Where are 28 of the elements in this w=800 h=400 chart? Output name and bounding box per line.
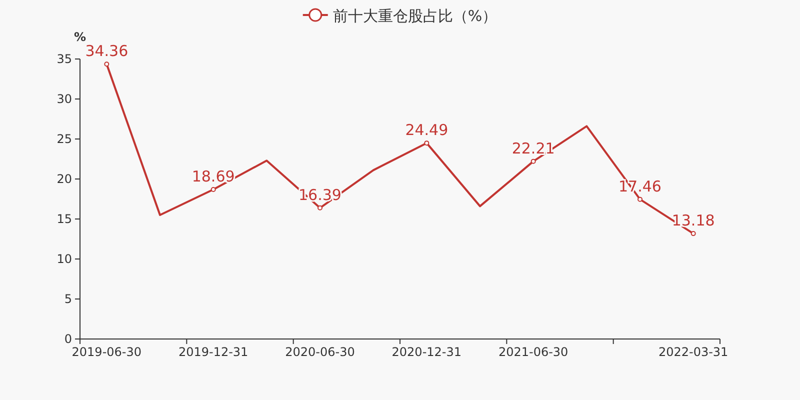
x-tick-label: 2021-06-30 [498,345,568,359]
y-tick-label: 30 [56,92,72,106]
point [690,231,696,236]
x-tick-label: 2022-03-31 [658,345,728,359]
y-tick-label: 35 [56,52,72,66]
point [638,196,642,202]
data-label: 13.18 [672,212,715,230]
y-axis-title: % [74,30,86,44]
y-tick-label: 25 [56,132,72,146]
data-label: 24.49 [405,121,448,140]
y-tick-label: 0 [64,332,72,346]
data-label: 22.21 [512,139,555,158]
data-label: 18.69 [192,167,235,186]
y-tick-label: 5 [64,292,72,306]
x-tick-label: 2020-06-30 [285,345,355,359]
y-tick-label: 20 [56,172,72,186]
x-tick-label: 2020-12-31 [392,345,462,359]
point [210,186,216,192]
y-tick-label: 10 [56,252,72,266]
legend-label: 前十大重仓股占比（%） [332,7,498,25]
x-tick-label: 2019-06-30 [72,345,142,359]
y-tick-label: 15 [56,212,72,226]
x-tick-label: 2019-12-31 [178,345,248,359]
point [424,140,430,146]
point [318,205,322,210]
point [104,62,110,67]
data-label: 34.36 [85,42,128,60]
point [530,158,536,164]
